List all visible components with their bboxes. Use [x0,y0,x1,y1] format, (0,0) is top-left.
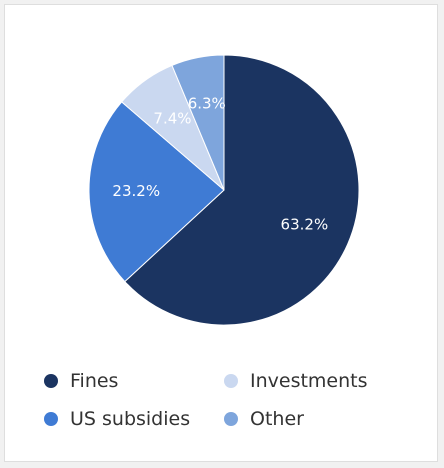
legend-label-other: Other [250,408,304,430]
pie-label-investments: 7.4% [153,109,191,127]
legend-swatch-investments [224,374,238,388]
pie-label-other: 6.3% [188,94,226,112]
chart-legend: Fines Investments US subsidies Other [44,368,424,432]
legend-swatch-fines [44,374,58,388]
pie-slice-fines[interactable] [124,54,360,326]
legend-swatch-other [224,412,238,426]
pie-slice-us-subsidies[interactable] [88,101,225,283]
legend-label-us-subsidies: US subsidies [70,408,191,430]
legend-swatch-us-subsidies [44,412,58,426]
pie-label-us-subsidies: 23.2% [112,182,160,200]
legend-item-us-subsidies[interactable]: US subsidies [44,406,224,432]
pie-label-fines: 63.2% [281,216,329,234]
legend-label-fines: Fines [70,370,119,392]
pie-slices [88,54,360,326]
legend-label-investments: Investments [250,370,368,392]
legend-item-investments[interactable]: Investments [224,368,414,394]
pie-slice-other[interactable] [171,54,225,191]
legend-item-fines[interactable]: Fines [44,368,224,394]
pie-labels: 63.2% 23.2% 7.4%6.3% [112,94,328,233]
legend-item-other[interactable]: Other [224,406,414,432]
